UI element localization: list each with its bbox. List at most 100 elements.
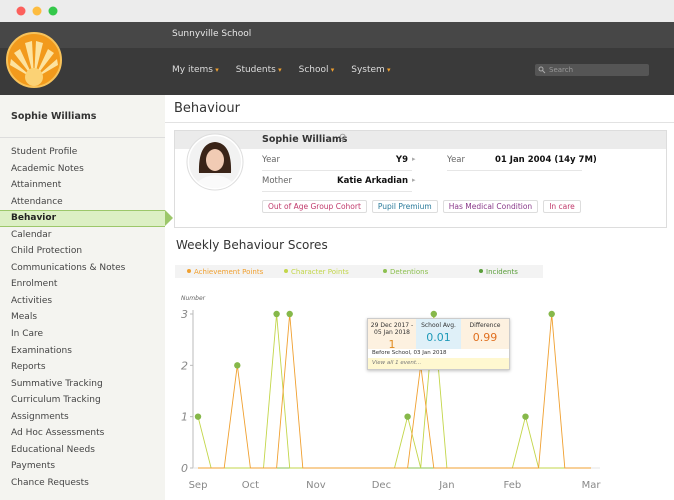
profile-name: Sophie Williams xyxy=(262,134,348,145)
menu-item[interactable]: Academic Notes xyxy=(11,163,84,174)
tags: Out of Age Group Cohort Pupil Premium Has … xyxy=(262,200,581,213)
legend-swatch xyxy=(479,269,483,273)
sidebar-menu: Student Profile Academic Notes Attainment A… xyxy=(0,144,173,491)
tooltip-value: 1 xyxy=(388,338,396,351)
tooltip-diff-cell: Difference 0.99 xyxy=(461,319,509,349)
legend-label: Achievement Points xyxy=(194,268,264,276)
legend: Achievement Points Character Points Detent… xyxy=(175,265,543,278)
main-nav: My items Students School System xyxy=(172,65,391,75)
y-tick-label: 2 xyxy=(181,359,188,372)
y-tick-label: 1 xyxy=(181,411,188,424)
y-axis-label: Number xyxy=(181,295,206,302)
field-arrow: ▸ xyxy=(412,176,416,184)
tag: Pupil Premium xyxy=(371,200,438,213)
data-point xyxy=(286,310,293,318)
profile-photo xyxy=(186,133,244,191)
x-tick-label: Mar xyxy=(582,480,602,491)
legend-label: Incidents xyxy=(486,268,518,276)
field-divider xyxy=(447,170,582,171)
profile-header xyxy=(174,130,667,149)
chart-title: Weekly Behaviour Scores xyxy=(176,238,328,252)
legend-label: Detentions xyxy=(390,268,429,276)
x-tick-label: Nov xyxy=(306,480,326,491)
tooltip-period: 29 Dec 2017 - 05 Jan 2018 xyxy=(370,322,414,336)
data-point xyxy=(404,413,411,420)
series-line xyxy=(198,313,591,469)
sidebar xyxy=(0,95,165,500)
nav-item[interactable]: System xyxy=(351,65,390,75)
x-tick-label: Feb xyxy=(504,480,522,491)
menu-item[interactable]: Activities xyxy=(11,295,53,306)
tooltip: 29 Dec 2017 - 05 Jan 2018 1 School Avg. … xyxy=(367,318,510,370)
student-name: Sophie Williams xyxy=(11,111,97,122)
x-tick-label: Oct xyxy=(242,480,259,491)
menu-item[interactable]: Examinations xyxy=(11,345,72,356)
close-button[interactable] xyxy=(16,6,26,16)
menu-item[interactable]: Calendar xyxy=(11,229,52,240)
gender-icon: ♀ xyxy=(339,133,347,144)
menu-item[interactable]: Summative Tracking xyxy=(11,378,103,389)
menu-item[interactable]: Behavior xyxy=(0,210,173,227)
window-titlebar xyxy=(0,0,674,22)
tooltip-avg-cell: School Avg. 0.01 xyxy=(416,319,461,349)
field-value: 01 Jan 2004 (14y 7M) xyxy=(495,155,597,165)
tooltip-event[interactable]: Before School, 03 Jan 2018 xyxy=(372,350,447,356)
menu-item[interactable]: Student Profile xyxy=(11,147,78,157)
legend-item[interactable]: Character Points xyxy=(284,268,349,276)
legend-item[interactable]: Detentions xyxy=(383,268,428,276)
legend-item[interactable]: Incidents xyxy=(479,268,518,276)
field-label: Year xyxy=(447,155,465,165)
data-point xyxy=(234,362,241,369)
tag: Has Medical Condition xyxy=(442,200,539,213)
tooltip-link[interactable]: View all 1 event... xyxy=(368,358,509,369)
legend-label: Character Points xyxy=(291,268,349,276)
field-value: Y9 xyxy=(395,155,408,165)
legend-swatch xyxy=(383,269,387,273)
school-name: Sunnyville School xyxy=(172,29,252,39)
menu-item[interactable]: Enrolment xyxy=(11,279,58,290)
nav-item[interactable]: School xyxy=(299,65,335,75)
menu-item[interactable]: Communications & Notes xyxy=(11,262,126,273)
tooltip-period-cell: 29 Dec 2017 - 05 Jan 2018 1 xyxy=(368,319,416,351)
menu-item[interactable]: Attendance xyxy=(11,196,63,207)
x-tick-label: Dec xyxy=(372,480,391,491)
divider xyxy=(0,137,165,138)
legend-swatch xyxy=(187,269,191,273)
menu-item[interactable]: In Care xyxy=(11,329,44,340)
profile-card xyxy=(174,130,667,228)
search-icon xyxy=(538,66,546,74)
y-tick-label: 0 xyxy=(181,462,188,475)
field-value: Katie Arkadian xyxy=(337,176,408,186)
menu-item[interactable]: Payments xyxy=(11,461,56,472)
field-divider xyxy=(262,191,412,192)
nav-item[interactable]: Students xyxy=(236,65,282,75)
window-controls xyxy=(16,6,58,16)
menu-item[interactable]: Meals xyxy=(11,312,38,323)
search-box[interactable]: Search xyxy=(535,64,649,76)
field-divider xyxy=(262,170,412,171)
menu-item[interactable]: Child Protection xyxy=(11,246,83,257)
minimize-button[interactable] xyxy=(32,6,42,16)
field-arrow: ▸ xyxy=(412,155,416,163)
menu-item[interactable]: Assignments xyxy=(11,411,69,422)
tooltip-avg-label: School Avg. xyxy=(421,322,456,329)
menu-item[interactable]: Chance Requests xyxy=(11,477,89,488)
legend-swatch xyxy=(284,269,288,273)
school-logo[interactable] xyxy=(5,31,63,89)
menu-item[interactable]: Attainment xyxy=(11,180,62,191)
menu-item[interactable]: Reports xyxy=(11,362,46,373)
field-label: Mother xyxy=(262,176,292,186)
zoom-button[interactable] xyxy=(48,6,58,16)
field-label: Year xyxy=(262,155,280,165)
menu-item[interactable]: Ad Hoc Assessments xyxy=(11,428,105,439)
data-point xyxy=(194,413,202,420)
menu-item[interactable]: Curriculum Tracking xyxy=(11,395,101,406)
menu-item[interactable]: Educational Needs xyxy=(11,444,95,455)
nav-item[interactable]: My items xyxy=(172,65,219,75)
x-tick-label: Sep xyxy=(189,480,208,491)
tooltip-diff-label: Difference xyxy=(469,322,501,329)
data-point xyxy=(273,310,280,318)
data-point xyxy=(522,413,529,420)
legend-item[interactable]: Achievement Points xyxy=(187,268,263,276)
